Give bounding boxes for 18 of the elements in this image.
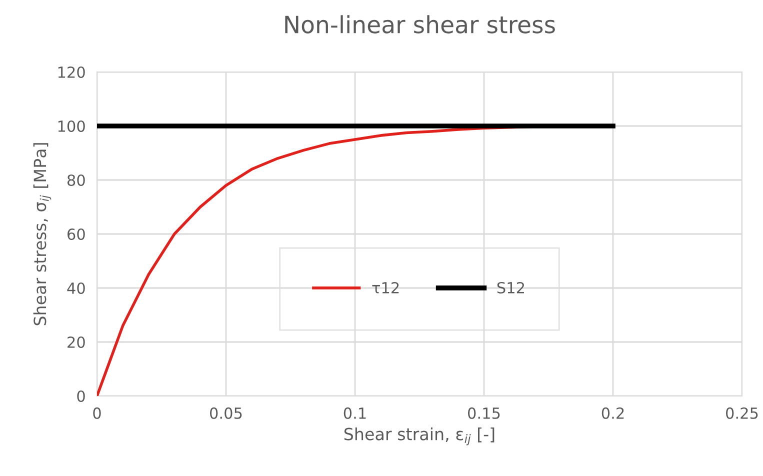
y-tick-label: 0 [77,390,85,402]
legend-label: τ12 [372,282,399,294]
y-axis-title: Shear stress, σ$_{ij}$ [MPa] [33,143,52,326]
y-tick-label: 80 [67,174,85,186]
x-axis-title: Shear strain, ε$_{ij}$ [-] [344,427,494,446]
y-tick-label: 20 [68,336,85,348]
x-tick-label: 0.15 [468,407,500,419]
x-tick-label: 0.2 [602,407,624,419]
x-tick-label: 0.25 [726,407,758,419]
x-tick-label: 0.1 [344,407,366,419]
x-tick-label: 0.05 [210,407,242,419]
y-tick-label: 100 [58,120,85,132]
y-tick-label: 40 [67,282,85,294]
x-tick-label: 0 [93,407,101,419]
chart-title: Non-linear shear stress [285,15,555,34]
legend-label: S12 [497,282,524,294]
y-tick-label: 60 [68,228,85,240]
y-tick-label: 120 [58,66,85,78]
